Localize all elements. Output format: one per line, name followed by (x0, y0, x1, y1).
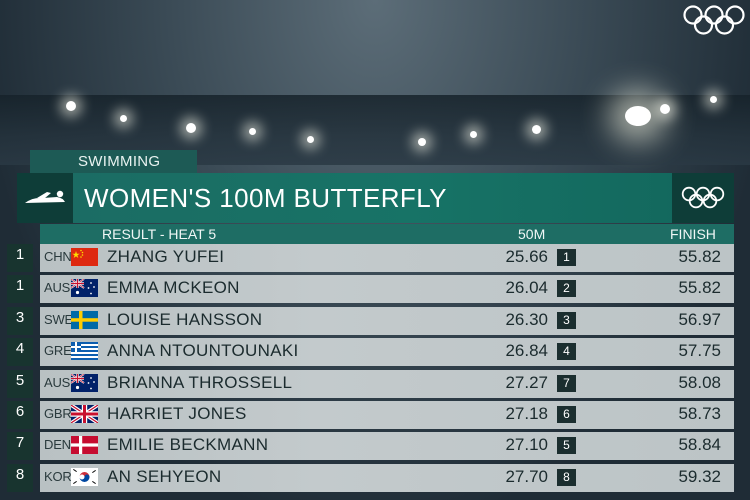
result-row: 3 SWE LOUISE HANSSON 26.30 3 56.97 (7, 306, 734, 335)
athlete-name: HARRIET JONES (107, 403, 247, 423)
floodlight (249, 128, 256, 135)
athlete-name: EMMA MCKEON (107, 278, 240, 298)
country-code: SWE (44, 311, 74, 327)
floodlight (710, 96, 717, 103)
sport-category-label: SWIMMING (30, 150, 197, 173)
split-time: 27.70 (505, 466, 548, 486)
swimmer-badge (17, 173, 73, 223)
country-code: GRE (44, 343, 72, 359)
result-row: 8 KOR AN SEHYEON 27.70 8 59.32 (7, 463, 734, 492)
rank-cell: 1 (7, 275, 33, 304)
rank-cell: 3 (7, 306, 33, 335)
olympic-rings-icon (683, 5, 745, 35)
athlete-cell: SWE LOUISE HANSSON 26.30 3 56.97 (40, 306, 734, 335)
athlete-cell: AUS EMMA MCKEON 26.04 2 55.82 (40, 275, 734, 304)
sweden-flag-icon (71, 310, 98, 329)
finish-time: 55.82 (678, 247, 721, 266)
split-time: 26.04 (505, 278, 548, 298)
country-code: CHN (44, 249, 72, 264)
split-time: 26.84 (505, 341, 548, 361)
split-position: 4 (557, 343, 576, 361)
country-code: AUS (44, 374, 71, 390)
finish-time: 58.84 (678, 435, 721, 455)
swimmer-icon (25, 190, 65, 203)
floodlight (186, 123, 196, 133)
split-time: 27.27 (505, 372, 548, 392)
result-row: 1 CHN ZHANG YUFEI 25.66 1 55.82 (7, 244, 734, 272)
split-position: 3 (557, 311, 576, 329)
rank-cell: 1 (7, 244, 33, 272)
denmark-flag-icon (71, 436, 98, 455)
split-column-header: 50M (518, 226, 546, 242)
china-flag-icon (71, 248, 98, 266)
athlete-name: ZHANG YUFEI (107, 247, 225, 266)
athlete-cell: KOR AN SEHYEON 27.70 8 59.32 (40, 463, 734, 492)
split-position: 2 (557, 280, 576, 298)
rank-cell: 7 (7, 432, 33, 461)
athlete-cell: CHN ZHANG YUFEI 25.66 1 55.82 (40, 244, 734, 272)
floodlight (532, 125, 541, 134)
split-position: 5 (557, 437, 576, 455)
finish-time: 55.82 (678, 278, 721, 298)
finish-time: 57.75 (678, 341, 721, 361)
result-row: 1 AUS EMMA MCKEON 26.04 2 55.82 (7, 275, 734, 304)
finish-time: 59.32 (678, 466, 721, 486)
olympic-rings-icon (681, 186, 725, 209)
country-code: AUS (44, 280, 71, 296)
floodlight (418, 138, 426, 146)
athlete-name: BRIANNA THROSSELL (107, 372, 293, 392)
rank-cell: 8 (7, 463, 33, 492)
event-title-bar: WOMEN'S 100M BUTTERFLY (17, 173, 734, 223)
athlete-name: AN SEHYEON (107, 466, 222, 486)
country-code: KOR (44, 468, 72, 484)
athlete-name: LOUISE HANSSON (107, 309, 263, 329)
athlete-name: EMILIE BECKMANN (107, 435, 269, 455)
results-table: 1 CHN ZHANG YUFEI 25.66 1 55.82 1 AUS (7, 244, 734, 495)
rank-cell: 6 (7, 400, 33, 429)
finish-time: 58.73 (678, 403, 721, 423)
split-position: 6 (557, 405, 576, 423)
floodlight (660, 104, 670, 114)
split-position: 7 (557, 374, 576, 392)
greece-flag-icon (71, 342, 98, 361)
split-time: 27.18 (505, 403, 548, 423)
split-position: 1 (557, 249, 576, 266)
athlete-cell: AUS BRIANNA THROSSELL 27.27 7 58.08 (40, 369, 734, 398)
athlete-cell: GBR HARRIET JONES 27.18 6 58.73 (40, 400, 734, 429)
result-row: 6 GBR HARRIET JONES 27.18 6 58.73 (7, 400, 734, 429)
finish-column-header: FINISH (670, 226, 716, 242)
result-row: 4 GRE ANNA NTOUNTOUNAKI 26.84 4 57.75 (7, 338, 734, 367)
floodlight (307, 136, 314, 143)
split-time: 26.30 (505, 309, 548, 329)
split-time: 27.10 (505, 435, 548, 455)
result-row: 7 DEN EMILIE BECKMANN 27.10 5 58.84 (7, 432, 734, 461)
floodlight (66, 101, 76, 111)
australia-flag-icon (71, 373, 98, 392)
athlete-name: ANNA NTOUNTOUNAKI (107, 341, 299, 361)
country-code: GBR (44, 405, 72, 421)
country-code: DEN (44, 437, 71, 453)
split-position: 8 (557, 468, 576, 486)
floodlight (625, 106, 651, 126)
athlete-cell: GRE ANNA NTOUNTOUNAKI 26.84 4 57.75 (40, 338, 734, 367)
floodlight (120, 115, 127, 122)
rank-cell: 4 (7, 338, 33, 367)
korea-flag-icon (71, 467, 98, 486)
finish-time: 58.08 (678, 372, 721, 392)
result-row: 5 AUS BRIANNA THROSSELL 27.27 7 58.08 (7, 369, 734, 398)
event-title: WOMEN'S 100M BUTTERFLY (84, 183, 447, 213)
australia-flag-icon (71, 279, 98, 298)
floodlight (470, 131, 477, 138)
great-britain-flag-icon (71, 404, 98, 423)
results-subheader: RESULT - HEAT 5 50M FINISH (40, 224, 734, 244)
olympic-badge (672, 173, 734, 223)
athlete-cell: DEN EMILIE BECKMANN 27.10 5 58.84 (40, 432, 734, 461)
finish-time: 56.97 (678, 309, 721, 329)
rank-cell: 5 (7, 369, 33, 398)
split-time: 25.66 (505, 247, 548, 266)
heat-label: RESULT - HEAT 5 (102, 226, 217, 242)
